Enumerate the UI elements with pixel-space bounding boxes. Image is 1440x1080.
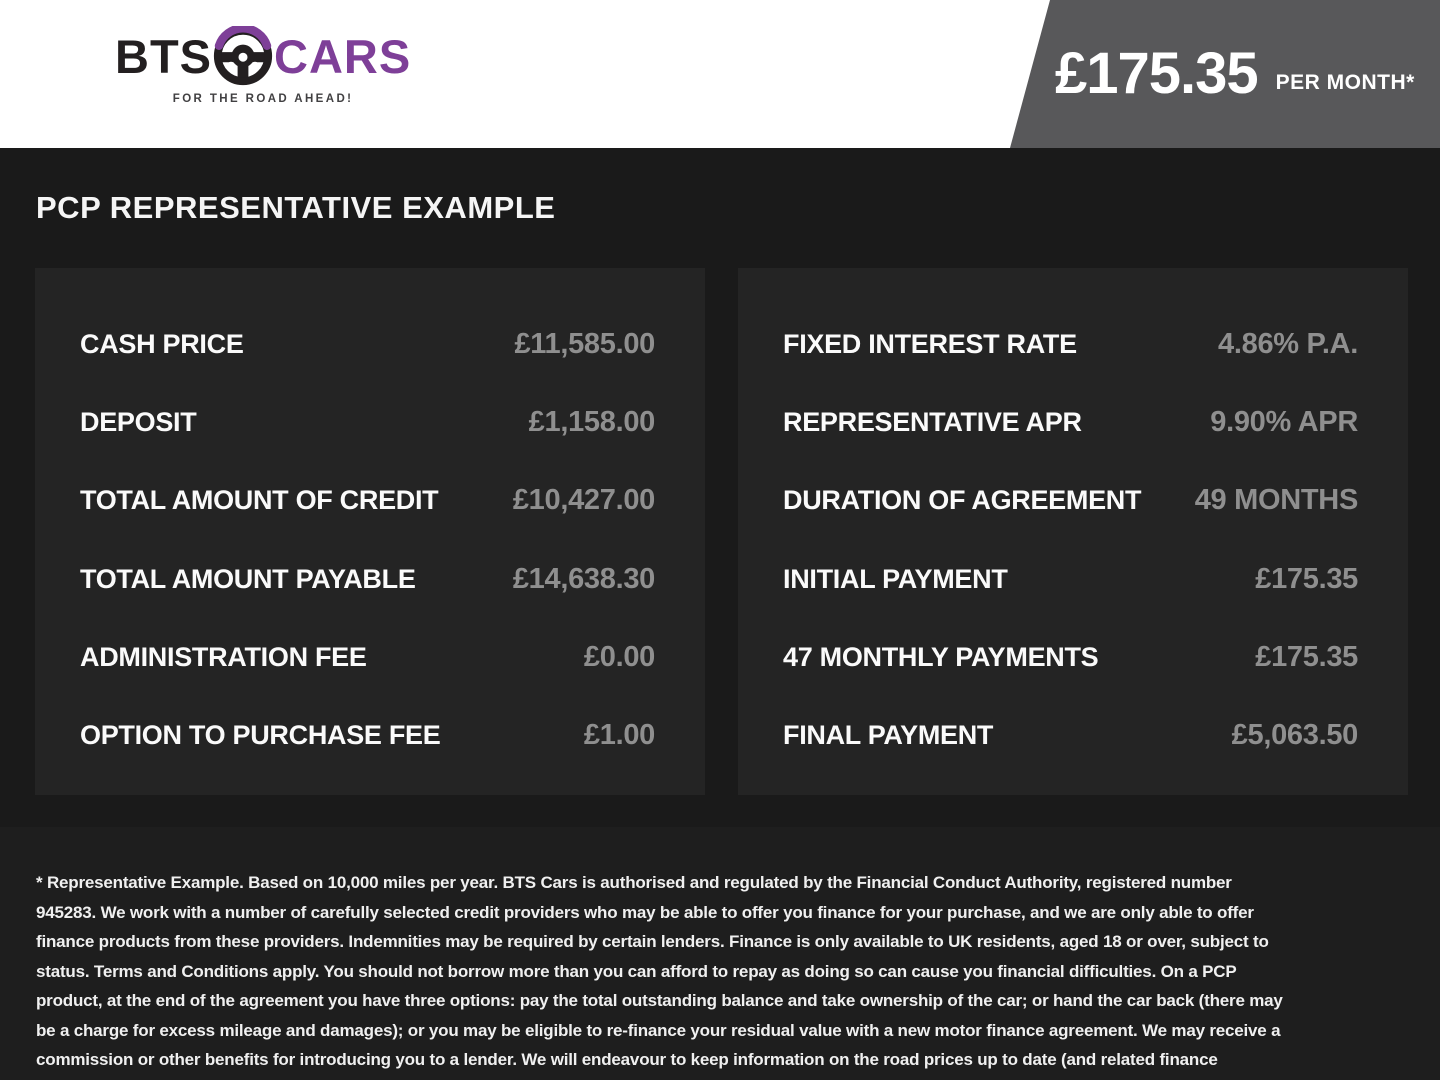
finance-panel-left: CASH PRICE £11,585.00 DEPOSIT £1,158.00 … [35,268,705,795]
monthly-price-banner: £175.35 PER MONTH* [1010,0,1440,148]
finance-panel-right: FIXED INTEREST RATE 4.86% P.A. REPRESENT… [738,268,1408,795]
finance-value: £11,585.00 [514,327,655,360]
finance-value: £175.35 [1255,640,1358,673]
finance-label: TOTAL AMOUNT PAYABLE [80,563,416,594]
footer-disclaimer-section: * Representative Example. Based on 10,00… [0,827,1440,1080]
disclaimer-text: * Representative Example. Based on 10,00… [36,873,1286,1080]
finance-label: CASH PRICE [80,328,244,359]
finance-value: £1.00 [583,719,655,752]
finance-row: ADMINISTRATION FEE £0.00 [80,618,655,696]
logo-tagline: FOR THE ROAD AHEAD! [172,93,354,105]
finance-row: INITIAL PAYMENT £175.35 [783,540,1358,618]
finance-row: OPTION TO PURCHASE FEE £1.00 [80,697,655,775]
finance-value: £5,063.50 [1231,719,1359,752]
finance-example-section: PCP REPRESENTATIVE EXAMPLE CASH PRICE £1… [0,148,1440,827]
finance-label: TOTAL AMOUNT OF CREDIT [80,485,439,516]
logo-text-bts: BTS [115,29,212,83]
finance-label: REPRESENTATIVE APR [783,406,1082,437]
finance-value: 9.90% APR [1210,405,1358,438]
finance-row: TOTAL AMOUNT OF CREDIT £10,427.00 [80,462,655,540]
finance-value: £175.35 [1255,562,1358,595]
finance-row: DURATION OF AGREEMENT 49 MONTHS [783,462,1358,540]
finance-value: 4.86% P.A. [1218,327,1358,360]
steering-wheel-icon [213,24,273,86]
logo-text-cars: CARS [274,29,412,83]
finance-value: £10,427.00 [512,484,655,517]
finance-value: £0.00 [583,640,655,673]
page-title: PCP REPRESENTATIVE EXAMPLE [36,190,556,225]
finance-label: INITIAL PAYMENT [783,563,1008,594]
finance-row: 47 MONTHLY PAYMENTS £175.35 [783,618,1358,696]
finance-label: ADMINISTRATION FEE [80,641,367,672]
bts-cars-logo: BTS CARS FOR THE ROAD AHEAD! [115,24,412,105]
finance-label: DURATION OF AGREEMENT [783,485,1142,516]
header-bar: BTS CARS FOR THE ROAD AHEAD! [0,0,1440,148]
finance-label: DEPOSIT [80,406,197,437]
finance-row: FINAL PAYMENT £5,063.50 [783,697,1358,775]
finance-label: OPTION TO PURCHASE FEE [80,720,441,751]
finance-label: FIXED INTEREST RATE [783,328,1077,359]
monthly-price-period: PER MONTH* [1275,71,1415,94]
finance-row: TOTAL AMOUNT PAYABLE £14,638.30 [80,540,655,618]
finance-row: CASH PRICE £11,585.00 [80,305,655,383]
finance-value: 49 MONTHS [1194,484,1359,517]
finance-value: £14,638.30 [512,562,655,595]
finance-value: £1,158.00 [528,405,656,438]
logo-row: BTS CARS [115,24,412,86]
finance-row: DEPOSIT £1,158.00 [80,383,655,461]
finance-label: 47 MONTHLY PAYMENTS [783,641,1099,672]
finance-row: FIXED INTEREST RATE 4.86% P.A. [783,305,1358,383]
finance-label: FINAL PAYMENT [783,720,994,751]
finance-row: REPRESENTATIVE APR 9.90% APR [783,383,1358,461]
monthly-price-amount: £175.35 [1055,41,1259,106]
